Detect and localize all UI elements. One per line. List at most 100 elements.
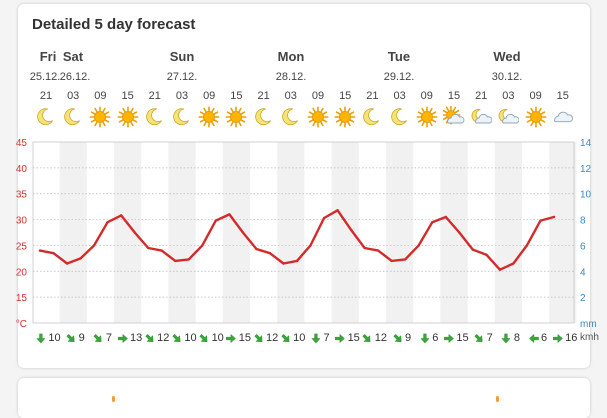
temperature-point	[119, 214, 123, 217]
moon-icon	[64, 108, 81, 126]
shade-column	[331, 142, 359, 323]
wind-cell: 8	[501, 332, 520, 344]
sun-icon	[307, 106, 329, 128]
temperature-point	[444, 215, 447, 219]
panel-marker	[112, 396, 115, 402]
y-left-tick-label: 15	[16, 293, 28, 304]
wind-arrow-icon	[253, 333, 262, 342]
wind-speed: 15	[238, 332, 252, 344]
day-name: Fri	[39, 49, 57, 64]
temperature-point	[187, 258, 190, 261]
wind-speed: 12	[265, 332, 279, 344]
temperature-point	[349, 228, 353, 232]
hour-label: 03	[393, 90, 406, 102]
temperature-point	[336, 209, 339, 212]
wind-arrow-icon	[362, 333, 371, 342]
y-right-tick-label: 10	[580, 190, 592, 201]
temperature-chart: 45 14 40 12 35 10 30 8 25 6 20 4 15 2 °C mm	[16, 138, 597, 330]
temperature-point	[485, 253, 488, 256]
wind-speed: 16	[565, 332, 578, 344]
wind-cell: 7	[93, 332, 112, 344]
temperature-point	[106, 220, 109, 224]
y-right-tick-label: mm	[580, 319, 597, 330]
wind-speed: 10	[48, 332, 61, 344]
wind-cell: 10	[171, 332, 197, 344]
shade-column	[494, 142, 522, 323]
day-date: 28.12.	[275, 71, 307, 83]
shade-column	[59, 142, 87, 323]
temperature-point	[241, 231, 245, 234]
moon-icon	[37, 108, 53, 126]
hour-label: 09	[529, 90, 542, 102]
wind-speed: 10	[211, 332, 224, 344]
y-left-tick-label: 35	[16, 190, 28, 201]
hour-label: 03	[67, 90, 80, 102]
forecast-title: Detailed 5 day forecast	[32, 16, 196, 33]
day-name: Sat	[62, 49, 84, 64]
y-left-tick-label: 20	[16, 267, 28, 278]
wind-arrow-icon	[36, 333, 46, 343]
y-left-tick-label: 40	[16, 164, 28, 175]
hour-label: 15	[447, 90, 461, 102]
wind-arrow-icon	[281, 333, 290, 342]
wind-cell: 7	[474, 332, 493, 344]
moon-cloud-icon	[499, 108, 520, 124]
wind-cell: 15	[335, 332, 360, 344]
moon-icon	[146, 108, 162, 126]
hour-label: 03	[284, 90, 297, 102]
wind-speed: 15	[456, 332, 469, 344]
temperature-point	[471, 248, 475, 251]
day-name: Tue	[387, 49, 411, 64]
wind-cell: 12	[362, 332, 387, 344]
wind-arrow-icon	[199, 333, 208, 342]
day-date: 26.12.	[59, 71, 91, 83]
day-date: 29.12.	[383, 71, 415, 83]
wind-arrow-icon	[93, 333, 102, 342]
wind-cell: 12	[253, 332, 278, 344]
temperature-point	[376, 249, 380, 252]
temperature-point	[52, 251, 55, 255]
shade-column	[114, 142, 142, 323]
wind-speed: 9	[405, 332, 412, 344]
temperature-point	[552, 215, 556, 219]
hour-label: 03	[502, 90, 515, 102]
hour-label: 15	[121, 90, 134, 102]
wind-arrow-icon	[501, 333, 511, 343]
temperature-point	[512, 262, 515, 265]
y-right-tick-label: 8	[580, 216, 586, 227]
day-name: Sun	[169, 49, 195, 64]
sun-icon	[416, 106, 438, 128]
wind-arrow-icon	[552, 333, 563, 343]
hour-label: 21	[475, 90, 488, 102]
hour-label: 09	[94, 90, 107, 102]
moon-icon	[254, 108, 271, 126]
wind-unit: kmh	[580, 332, 599, 343]
wind-arrow-icon	[528, 333, 539, 343]
temperature-point	[201, 244, 204, 247]
temperature-point	[539, 219, 542, 222]
day-date: 30.12.	[491, 71, 523, 83]
shade-column	[277, 142, 305, 323]
hour-label: 21	[148, 90, 161, 102]
temperature-point	[417, 244, 420, 247]
wind-speed: 15	[347, 332, 360, 344]
day-name: Mon	[277, 49, 305, 64]
sun-icon	[525, 106, 547, 128]
temperature-point	[65, 262, 69, 265]
wind-cell: 6	[419, 332, 438, 344]
wind-arrow-icon	[392, 333, 402, 342]
hour-label: 09	[203, 90, 216, 102]
temperature-point	[363, 246, 366, 250]
wind-cell: 15	[226, 332, 251, 344]
day-date: 25.12.	[29, 71, 61, 83]
temperature-point	[282, 262, 285, 265]
wind-cell: 10	[35, 332, 61, 344]
wind-speed: 9	[78, 332, 85, 344]
moon-icon	[173, 108, 189, 126]
wind-cell: 9	[392, 332, 411, 344]
wind-speed: 7	[486, 332, 493, 344]
wind-arrow-icon	[226, 333, 237, 343]
wind-cell: 13	[117, 332, 142, 344]
temperature-point	[133, 231, 136, 234]
plot-frame	[32, 141, 575, 324]
